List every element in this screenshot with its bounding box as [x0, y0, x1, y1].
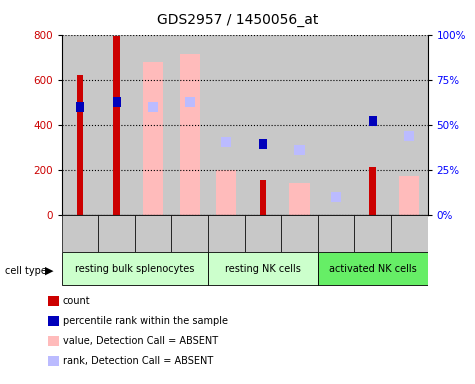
Text: rank, Detection Call = ABSENT: rank, Detection Call = ABSENT: [63, 356, 213, 366]
Bar: [294, 145, 304, 155]
Text: activated NK cells: activated NK cells: [329, 264, 417, 274]
Bar: [281, 35, 318, 215]
Bar: [391, 215, 428, 252]
Text: percentile rank within the sample: percentile rank within the sample: [63, 316, 228, 326]
Bar: [143, 62, 163, 215]
Bar: [77, 75, 83, 215]
Text: cell type: cell type: [5, 266, 47, 276]
Text: ▶: ▶: [45, 266, 54, 276]
Bar: [245, 215, 281, 252]
Bar: [135, 35, 171, 215]
Bar: [113, 97, 121, 107]
Text: count: count: [63, 296, 90, 306]
Text: resting bulk splenocytes: resting bulk splenocytes: [75, 264, 195, 274]
Bar: [76, 102, 84, 112]
Bar: [391, 35, 428, 215]
Bar: [208, 252, 318, 285]
Text: value, Detection Call = ABSENT: value, Detection Call = ABSENT: [63, 336, 218, 346]
Bar: [208, 35, 245, 215]
Bar: [135, 215, 171, 252]
Bar: [281, 215, 318, 252]
Bar: [318, 252, 428, 285]
Bar: [259, 139, 267, 149]
Bar: [62, 215, 98, 252]
Bar: [245, 35, 281, 215]
Bar: [216, 170, 237, 215]
Bar: [370, 167, 376, 215]
Bar: [331, 192, 341, 202]
Bar: [98, 35, 135, 215]
Bar: [180, 54, 200, 215]
Bar: [318, 35, 354, 215]
Bar: [171, 215, 208, 252]
Bar: [98, 215, 135, 252]
Text: resting NK cells: resting NK cells: [225, 264, 301, 274]
Bar: [185, 97, 195, 107]
Bar: [260, 180, 266, 215]
Bar: [221, 137, 231, 147]
Bar: [62, 252, 208, 285]
Bar: [171, 35, 208, 215]
Bar: [318, 215, 354, 252]
Bar: [289, 184, 310, 215]
Bar: [354, 215, 391, 252]
Text: GDS2957 / 1450056_at: GDS2957 / 1450056_at: [157, 13, 318, 27]
Bar: [354, 35, 391, 215]
Bar: [148, 102, 158, 112]
Bar: [369, 116, 377, 126]
Bar: [399, 175, 419, 215]
Bar: [404, 131, 414, 141]
Bar: [208, 215, 245, 252]
Bar: [62, 35, 98, 215]
Bar: [114, 36, 120, 215]
